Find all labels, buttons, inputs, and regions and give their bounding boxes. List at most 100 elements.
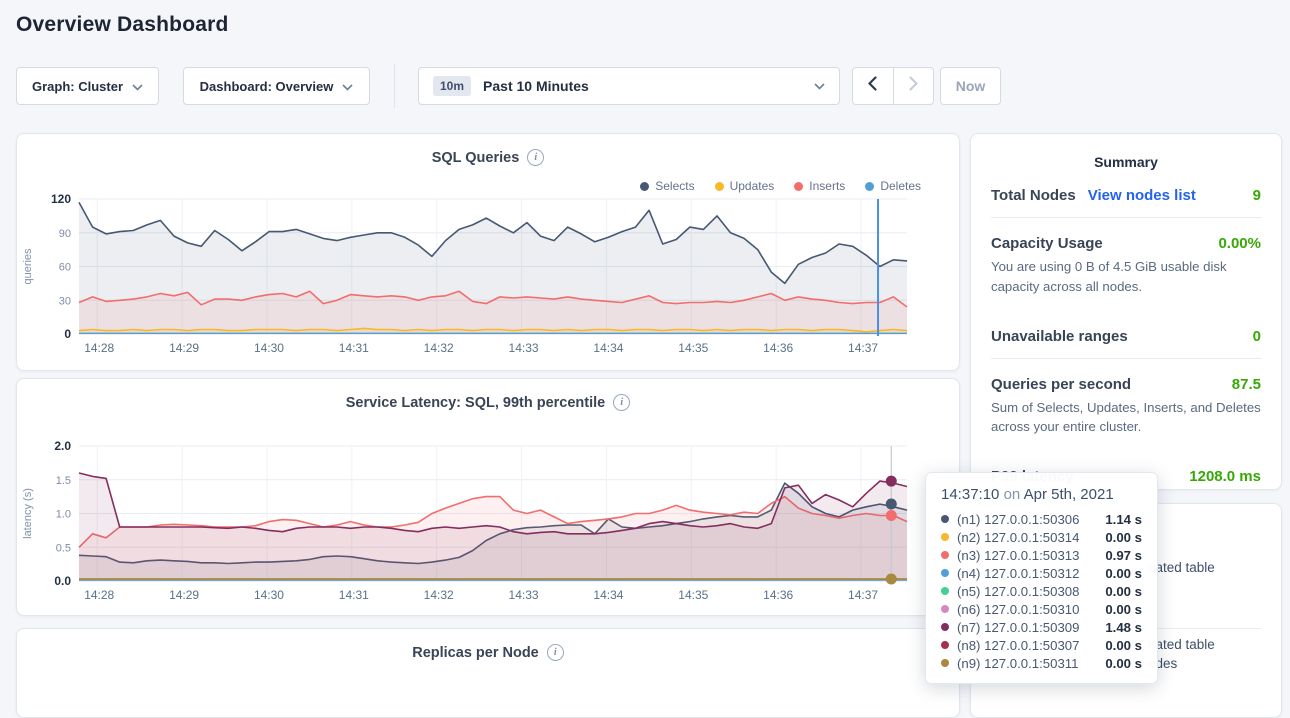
tooltip-node-label: (n7) 127.0.0.1:50309 — [957, 620, 1079, 635]
svg-text:latency (s): latency (s) — [22, 488, 34, 539]
service-latency-title-text: Service Latency: SQL, 99th percentile — [346, 395, 606, 411]
svg-text:1.0: 1.0 — [56, 509, 71, 521]
time-range-label: Past 10 Minutes — [483, 78, 802, 94]
summary-row-total-nodes: Total Nodes View nodes list 9 — [991, 170, 1261, 217]
chevron-down-icon — [132, 79, 143, 94]
series-dot — [941, 569, 949, 577]
tooltip-row: (n1) 127.0.0.1:503061.14 s — [941, 510, 1142, 528]
service-latency-title: Service Latency: SQL, 99th percentile i — [17, 379, 959, 411]
tooltip-node-value: 0.97 s — [1105, 548, 1142, 563]
capacity-usage-label: Capacity Usage — [991, 235, 1103, 252]
unavailable-ranges-value: 0 — [1253, 328, 1261, 345]
capacity-usage-value: 0.00% — [1218, 235, 1261, 252]
tooltip-node-value: 0.00 s — [1105, 656, 1142, 671]
svg-text:90: 90 — [59, 228, 71, 240]
tooltip-row: (n9) 127.0.0.1:50311 0.00 s — [941, 654, 1142, 672]
now-button-label: Now — [956, 78, 986, 94]
svg-text:120: 120 — [51, 192, 71, 206]
svg-text:1.5: 1.5 — [56, 475, 71, 487]
series-dot — [941, 551, 949, 559]
svg-text:14:37: 14:37 — [848, 341, 878, 355]
svg-text:14:29: 14:29 — [169, 341, 199, 355]
dashboard-dropdown[interactable]: Dashboard: Overview — [183, 67, 370, 105]
queries-per-second-label: Queries per second — [991, 376, 1131, 393]
series-dot — [941, 605, 949, 613]
svg-text:14:34: 14:34 — [593, 588, 623, 602]
svg-text:60: 60 — [59, 262, 71, 274]
svg-text:2.0: 2.0 — [54, 439, 71, 453]
tooltip-row: (n5) 127.0.0.1:503080.00 s — [941, 582, 1142, 600]
tooltip-node-label: (n2) 127.0.0.1:50314 — [957, 530, 1079, 545]
svg-text:0.0: 0.0 — [54, 574, 71, 588]
tooltip-row: (n2) 127.0.0.1:503140.00 s — [941, 528, 1142, 546]
series-dot — [941, 623, 949, 631]
info-icon[interactable]: i — [547, 644, 564, 661]
svg-text:30: 30 — [59, 295, 71, 307]
svg-text:0.5: 0.5 — [56, 542, 71, 554]
series-dot — [941, 533, 949, 541]
chevron-right-icon — [909, 76, 918, 96]
toolbar-divider — [394, 64, 395, 108]
tooltip-time: 14:37:10 — [941, 486, 999, 503]
tooltip-node-label: (n8) 127.0.0.1:50307 — [957, 638, 1079, 653]
tooltip-node-label: (n3) 127.0.0.1:50313 — [957, 548, 1079, 563]
tooltip-node-label: (n4) 127.0.0.1:50312 — [957, 566, 1079, 581]
graph-dropdown[interactable]: Graph: Cluster — [16, 67, 159, 105]
tooltip-row: (n6) 127.0.0.1:503100.00 s — [941, 600, 1142, 618]
svg-text:14:35: 14:35 — [678, 341, 708, 355]
time-range-badge: 10m — [433, 76, 471, 96]
info-icon[interactable]: i — [527, 149, 544, 166]
tooltip-node-label: (n9) 127.0.0.1:50311 — [957, 656, 1078, 671]
sql-queries-card: SQL Queries i Selects Updates Inserts De… — [16, 133, 960, 371]
event-item-fragment[interactable]: eated table — [1148, 560, 1215, 575]
svg-text:14:37: 14:37 — [848, 588, 878, 602]
series-dot — [941, 641, 949, 649]
chevron-down-icon — [814, 77, 825, 95]
tooltip-row: (n3) 127.0.0.1:50313 0.97 s — [941, 546, 1142, 564]
tooltip-row: (n4) 127.0.0.1:50312 0.00 s — [941, 564, 1142, 582]
tooltip-node-value: 1.48 s — [1105, 620, 1142, 635]
svg-text:14:30: 14:30 — [254, 588, 284, 602]
chevron-left-icon — [868, 76, 877, 96]
event-item-fragment[interactable]: eated table — [1148, 637, 1215, 652]
total-nodes-value: 9 — [1253, 187, 1261, 204]
page-title: Overview Dashboard — [16, 13, 229, 37]
tooltip-row: (n7) 127.0.0.1:50309 1.48 s — [941, 618, 1142, 636]
service-latency-chart[interactable]: 0.00.51.01.52.014:2814:2914:3014:3114:32… — [17, 438, 929, 610]
tooltip-node-value: 0.00 s — [1105, 566, 1142, 581]
sql-queries-title-text: SQL Queries — [432, 150, 520, 166]
svg-text:14:36: 14:36 — [763, 588, 793, 602]
time-nav-group — [852, 67, 934, 105]
queries-per-second-value: 87.5 — [1232, 376, 1261, 393]
unavailable-ranges-label: Unavailable ranges — [991, 328, 1128, 345]
tooltip-conjunction: on — [1004, 486, 1021, 503]
summary-panel: Summary Total Nodes View nodes list 9 Ca… — [970, 133, 1282, 490]
svg-text:14:28: 14:28 — [84, 588, 114, 602]
svg-text:queries: queries — [22, 248, 34, 285]
tooltip-row: (n8) 127.0.0.1:503070.00 s — [941, 636, 1142, 654]
svg-text:14:33: 14:33 — [509, 588, 539, 602]
series-dot — [794, 182, 803, 191]
view-nodes-list-link[interactable]: View nodes list — [1088, 187, 1196, 204]
series-dot — [941, 659, 949, 667]
sql-queries-chart[interactable]: 030609012014:2814:2914:3014:3114:3214:33… — [17, 191, 929, 363]
series-dot — [941, 515, 949, 523]
info-icon[interactable]: i — [613, 394, 630, 411]
svg-text:14:35: 14:35 — [678, 588, 708, 602]
tooltip-node-value: 0.00 s — [1105, 584, 1142, 599]
chart-hover-tooltip: 14:37:10 on Apr 5th, 2021 (n1) 127.0.0.1… — [925, 472, 1158, 684]
summary-row-unavailable: Unavailable ranges 0 — [991, 311, 1261, 358]
tooltip-date: Apr 5th, 2021 — [1024, 486, 1114, 503]
time-next-button[interactable] — [893, 68, 934, 104]
time-range-dropdown[interactable]: 10m Past 10 Minutes — [418, 67, 840, 105]
svg-text:0: 0 — [64, 327, 71, 341]
total-nodes-label: Total Nodes — [991, 187, 1076, 204]
now-button[interactable]: Now — [940, 67, 1001, 105]
time-prev-button[interactable] — [853, 68, 893, 104]
dashboard-dropdown-label: Dashboard: Overview — [200, 79, 334, 94]
p99-latency-value: 1208.0 ms — [1189, 468, 1261, 485]
svg-text:14:31: 14:31 — [339, 341, 369, 355]
series-dot — [865, 182, 874, 191]
svg-text:14:30: 14:30 — [254, 341, 284, 355]
svg-text:14:29: 14:29 — [169, 588, 199, 602]
